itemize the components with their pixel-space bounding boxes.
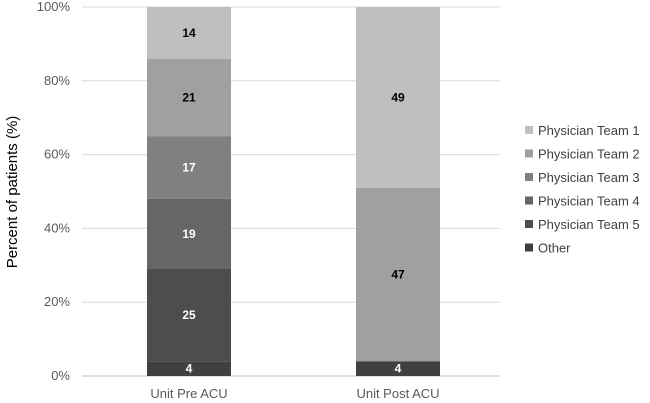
- x-category-label: Unit Post ACU: [356, 386, 439, 401]
- legend-swatch: [525, 243, 533, 252]
- bar-segment: [147, 7, 231, 59]
- legend-swatch: [525, 126, 533, 134]
- bars: 4 25 19 17 21 14 4 47 49: [147, 7, 440, 376]
- y-axis-title: Percent of patients (%): [4, 116, 21, 269]
- legend-label: Physician Team 2: [538, 147, 640, 162]
- data-label: 4: [186, 362, 193, 376]
- data-label: 19: [182, 227, 196, 241]
- data-label: 17: [182, 161, 196, 175]
- x-axis-labels: Unit Pre ACU Unit Post ACU: [150, 386, 439, 401]
- y-tick-label: 100%: [37, 0, 71, 14]
- bar-segment: [356, 7, 440, 188]
- data-label: 25: [182, 308, 196, 322]
- legend-label: Physician Team 5: [538, 217, 640, 232]
- bar-segment: [147, 268, 231, 362]
- data-label: 14: [182, 26, 196, 40]
- bar-segment: [147, 136, 231, 199]
- data-label: 21: [182, 90, 196, 104]
- legend-swatch: [525, 149, 533, 158]
- legend: Physician Team 1 Physician Team 2 Physicia…: [525, 123, 640, 256]
- y-tick-label: 0%: [51, 368, 70, 383]
- legend-swatch: [525, 196, 533, 205]
- x-category-label: Unit Pre ACU: [150, 386, 227, 401]
- legend-label: Other: [538, 241, 571, 256]
- bar-segment: [147, 198, 231, 269]
- bar-segment: [147, 361, 231, 376]
- legend-label: Physician Team 4: [538, 194, 640, 209]
- data-label: 4: [395, 362, 402, 376]
- bar-segment: [356, 187, 440, 362]
- y-axis-ticks: 0% 20% 40% 60% 80% 100%: [37, 0, 71, 383]
- data-label: 47: [391, 268, 405, 282]
- y-tick-label: 20%: [44, 294, 70, 309]
- bar-segment: [147, 58, 231, 137]
- y-tick-label: 80%: [44, 73, 70, 88]
- y-tick-label: 40%: [44, 220, 70, 235]
- legend-label: Physician Team 3: [538, 170, 640, 185]
- y-tick-label: 60%: [44, 147, 70, 162]
- legend-swatch: [525, 173, 533, 181]
- legend-swatch: [525, 220, 533, 228]
- data-label: 49: [391, 90, 405, 104]
- bar-segment: [356, 361, 440, 376]
- legend-label: Physician Team 1: [538, 123, 640, 138]
